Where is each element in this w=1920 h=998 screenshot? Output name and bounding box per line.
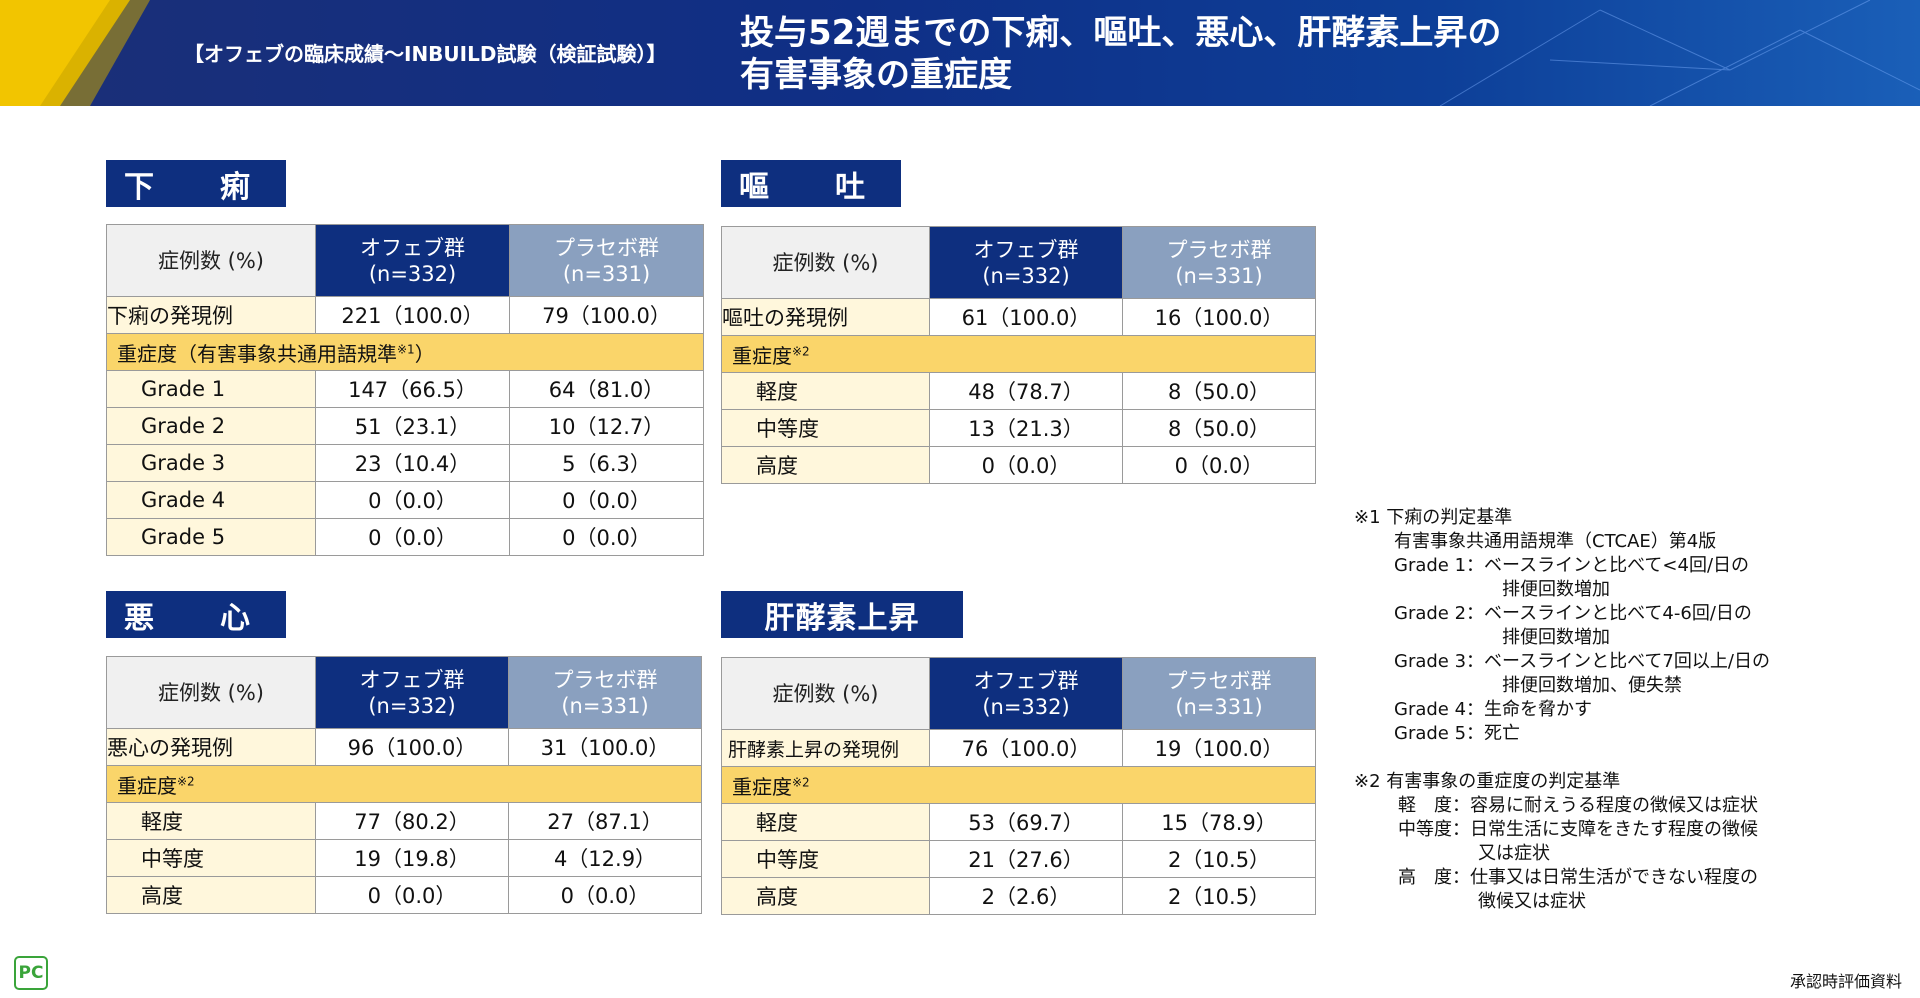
section-label-liver-enzyme: 肝酵素上昇 (721, 591, 963, 638)
table-row: Grade 4 0（0.0） 0（0.0） (106, 481, 704, 519)
severity-header-row: 重症度※2 (721, 766, 1316, 804)
table-row: 下痢の発現例 221（100.0） 79（100.0） (106, 296, 704, 334)
table-row: 悪心の発現例 96（100.0） 31（100.0） (106, 728, 702, 766)
table-row: Grade 1 147（66.5） 64（81.0） (106, 370, 704, 408)
col-header-label: 症例数 (%) (106, 656, 316, 729)
table-row: 高度 0（0.0） 0（0.0） (721, 446, 1316, 484)
header-corner-decoration (0, 0, 150, 106)
note1-title: ※1 下痢の判定基準 (1354, 507, 1513, 528)
col-header-label: 症例数 (%) (721, 226, 930, 299)
col-header-ofev: オフェブ群 (n=332) (315, 656, 509, 729)
note1-grade2: Grade 2：ベースラインと比べて4-6回/日の (1394, 603, 1752, 624)
table-row: 嘔吐の発現例 61（100.0） 16（100.0） (721, 298, 1316, 336)
table-diarrhea: 症例数 (%) オフェブ群 (n=332) プラセボ群 (n=331) 下痢の発現例… (106, 224, 704, 556)
note1-subtitle: 有害事象共通用語規準（CTCAE）第4版 (1394, 531, 1717, 552)
table-liver-enzyme: 症例数 (%) オフェブ群 (n=332) プラセボ群 (n=331) 肝酵素上昇の… (721, 657, 1316, 915)
table-row: 軽度 53（69.7） 15（78.9） (721, 803, 1316, 841)
col-header-label: 症例数 (%) (106, 224, 316, 297)
title-line-1: 投与52週までの下痢、嘔吐、悪心、肝酵素上昇の (740, 13, 1502, 53)
severity-header-row: 重症度（有害事象共通用語規準※1） (106, 333, 704, 371)
page-header: 【オフェブの臨床成績〜INBUILD試験（検証試験）】 投与52週までの下痢、嘔… (0, 0, 1920, 106)
table-nausea: 症例数 (%) オフェブ群 (n=332) プラセボ群 (n=331) 悪心の発現例… (106, 656, 702, 914)
table-row: 高度 2（2.6） 2（10.5） (721, 877, 1316, 915)
title-line-2: 有害事象の重症度 (740, 55, 1012, 95)
note1-grade1: Grade 1：ベースラインと比べて<4回/日の (1394, 555, 1750, 576)
note1-grade2-cont: 排便回数増加 (1502, 627, 1610, 648)
table-row: 軽度 48（78.7） 8（50.0） (721, 372, 1316, 410)
note1-grade1-cont: 排便回数増加 (1502, 579, 1610, 600)
col-header-placebo: プラセボ群 (n=331) (509, 224, 704, 297)
table-row: 中等度 21（27.6） 2（10.5） (721, 840, 1316, 878)
section-label-diarrhea: 下 痢 (106, 160, 286, 207)
severity-header-row: 重症度※2 (721, 335, 1316, 373)
table-row: 中等度 19（19.8） 4（12.9） (106, 839, 702, 877)
col-header-ofev: オフェブ群 (n=332) (929, 657, 1123, 730)
note1-grade5: Grade 5：死亡 (1394, 723, 1521, 744)
header-subtitle: 【オフェブの臨床成績〜INBUILD試験（検証試験）】 (184, 42, 667, 66)
table-row: Grade 3 23（10.4） 5（6.3） (106, 444, 704, 482)
table-row: 中等度 13（21.3） 8（50.0） (721, 409, 1316, 447)
footer-note: 承認時評価資料 (1789, 972, 1902, 991)
col-header-placebo: プラセボ群 (n=331) (1122, 657, 1316, 730)
pc-logo: PC (14, 956, 48, 990)
note1-grade3-cont: 排便回数増加、便失禁 (1502, 675, 1682, 696)
note2-moderate: 中等度：日常生活に支障をきたす程度の徴候 (1398, 819, 1758, 840)
note2-severe-cont: 徴候又は症状 (1478, 891, 1586, 912)
footnotes: ※1 下痢の判定基準 有害事象共通用語規準（CTCAE）第4版 Grade 1：… (1354, 506, 1770, 914)
col-header-ofev: オフェブ群 (n=332) (315, 224, 510, 297)
table-row: Grade 2 51（23.1） 10（12.7） (106, 407, 704, 445)
col-header-label: 症例数 (%) (721, 657, 930, 730)
col-header-placebo: プラセボ群 (n=331) (1122, 226, 1316, 299)
col-header-ofev: オフェブ群 (n=332) (929, 226, 1123, 299)
col-header-placebo: プラセボ群 (n=331) (508, 656, 702, 729)
note2-mild: 軽 度：容易に耐えうる程度の徴候又は症状 (1398, 795, 1758, 816)
section-label-nausea: 悪 心 (106, 591, 286, 638)
note2-moderate-cont: 又は症状 (1478, 843, 1550, 864)
note2-title: ※2 有害事象の重症度の判定基準 (1354, 771, 1621, 792)
header-network-decoration (1439, 0, 1920, 106)
note2-severe: 高 度：仕事又は日常生活ができない程度の (1398, 867, 1758, 888)
table-row: 軽度 77（80.2） 27（87.1） (106, 802, 702, 840)
table-row: Grade 5 0（0.0） 0（0.0） (106, 518, 704, 556)
note1-grade4: Grade 4：生命を脅かす (1394, 699, 1593, 720)
table-vomiting: 症例数 (%) オフェブ群 (n=332) プラセボ群 (n=331) 嘔吐の発現例… (721, 226, 1316, 484)
note1-grade3: Grade 3：ベースラインと比べて7回以上/日の (1394, 651, 1770, 672)
page-title: 投与52週までの下痢、嘔吐、悪心、肝酵素上昇の 有害事象の重症度 (740, 12, 1501, 96)
table-row: 高度 0（0.0） 0（0.0） (106, 876, 702, 914)
table-row: 肝酵素上昇の発現例 76（100.0） 19（100.0） (721, 729, 1316, 767)
section-label-vomiting: 嘔 吐 (721, 160, 901, 207)
severity-header-row: 重症度※2 (106, 765, 702, 803)
